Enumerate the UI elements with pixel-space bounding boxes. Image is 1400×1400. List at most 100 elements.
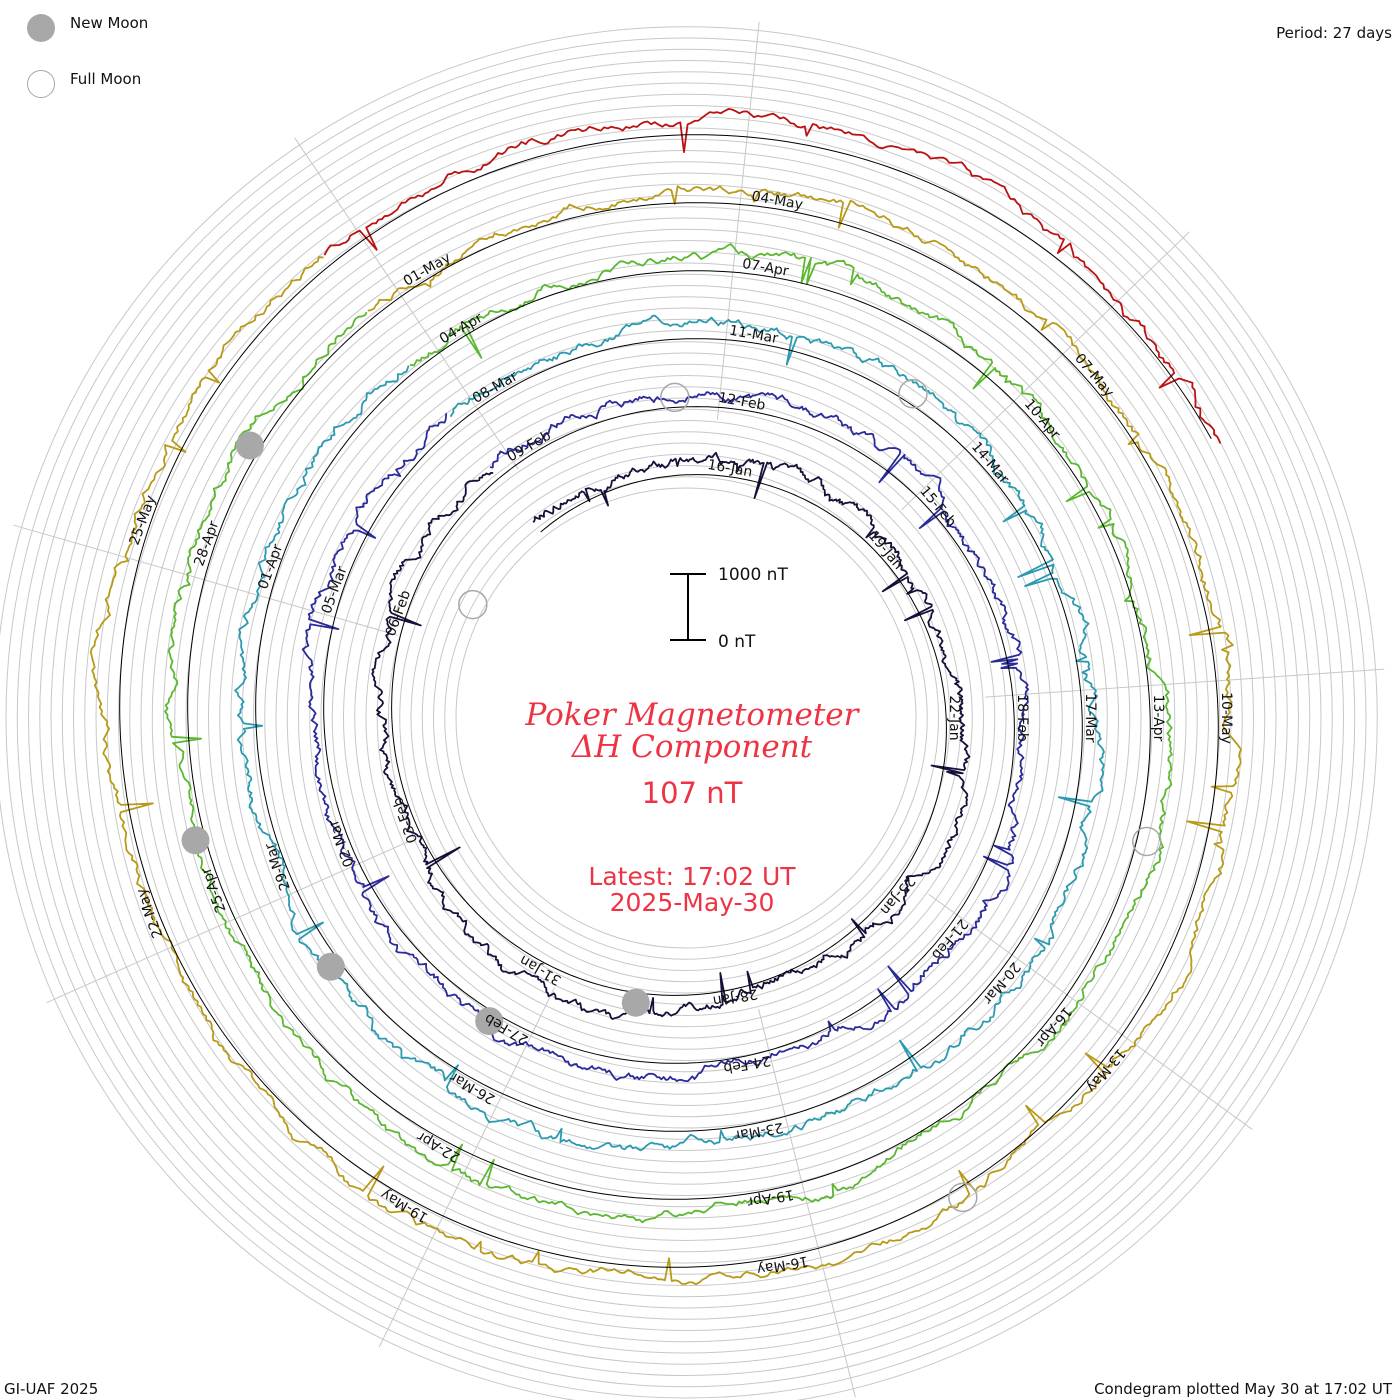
baseline-series-6 xyxy=(331,134,1212,439)
date-label: 18-Feb xyxy=(1014,694,1030,742)
baseline-series-2 xyxy=(323,406,1015,1064)
date-label: 16-Apr xyxy=(1032,1003,1074,1049)
date-label: 22-Jan xyxy=(946,695,962,740)
grid-ring xyxy=(320,352,1052,1084)
plotted-timestamp: Condegram plotted May 30 at 17:02 UT xyxy=(1094,1380,1392,1398)
baseline-series-1 xyxy=(391,474,947,996)
grid-ring xyxy=(286,318,1086,1118)
grid-ring xyxy=(444,476,928,960)
full-moon-marker xyxy=(458,589,488,620)
trace-series-2 xyxy=(301,391,1030,1082)
scale-bar: 1000 nT 0 nT xyxy=(670,565,788,652)
day-spoke xyxy=(928,893,1253,1130)
date-label: 31-Jan xyxy=(517,952,564,988)
trace-series-3 xyxy=(234,314,1105,1152)
day-spoke xyxy=(716,21,760,420)
grid-ring xyxy=(151,183,1221,1253)
day-spoke xyxy=(46,839,413,1004)
date-label: 06-Feb xyxy=(383,588,414,638)
trace-series-6 xyxy=(323,108,1222,444)
grid-ring xyxy=(219,251,1153,1185)
baseline-series-5 xyxy=(119,202,1219,1268)
grid-ring xyxy=(253,285,1119,1151)
date-label: 02-Mar xyxy=(326,817,358,869)
date-label: 13-Apr xyxy=(1150,695,1166,742)
new-moon-marker xyxy=(621,988,650,1017)
grid-ring xyxy=(433,465,939,971)
grid-ring xyxy=(331,363,1041,1073)
day-spoke xyxy=(294,137,519,470)
trace-series-1 xyxy=(371,451,971,1020)
center-title: Poker Magnetometer ΔH Component 107 nT L… xyxy=(525,697,861,917)
full-moon-marker xyxy=(898,379,928,409)
day-spoke xyxy=(378,987,555,1348)
grid-ring xyxy=(28,60,1344,1376)
grid-ring xyxy=(0,26,1378,1400)
grid-ring xyxy=(354,386,1018,1050)
scale-bar-top-label: 1000 nT xyxy=(718,565,788,585)
credit-label: GI-UAF 2025 xyxy=(4,1380,99,1398)
trace-series-4 xyxy=(164,243,1173,1224)
full-moon-legend-label: Full Moon xyxy=(70,70,142,88)
date-label: 29-Mar xyxy=(262,840,294,892)
grid-ring xyxy=(388,420,984,1016)
day-spoke xyxy=(985,668,1385,698)
baseline-series-3 xyxy=(255,338,1083,1132)
chart-title-line2: ΔH Component xyxy=(571,729,813,765)
grid-ring xyxy=(298,330,1074,1106)
date-label: 10-Apr xyxy=(1021,396,1063,442)
trace-series-5 xyxy=(89,185,1242,1286)
scale-bar-bottom-label: 0 nT xyxy=(718,632,756,652)
grid-ring xyxy=(95,127,1277,1309)
date-label: 25-Apr xyxy=(198,865,229,915)
date-label: 22-May xyxy=(134,886,167,940)
grid-ring xyxy=(39,71,1333,1365)
grid-ring xyxy=(399,431,973,1005)
new-moon-marker xyxy=(235,431,264,460)
grid-ring xyxy=(50,82,1322,1354)
moon-markers xyxy=(181,379,1162,1213)
grid-ring xyxy=(84,116,1288,1320)
grid-ring xyxy=(61,93,1311,1343)
day-spoke xyxy=(901,231,1190,510)
new-moon-legend-label: New Moon xyxy=(70,14,149,32)
date-label: 19-Jan xyxy=(865,528,906,573)
grid-ring xyxy=(421,453,951,983)
grid-ring xyxy=(343,375,1029,1061)
day-spoke xyxy=(758,1008,856,1398)
date-label: 01-May xyxy=(401,250,454,290)
grid-ring xyxy=(185,217,1187,1219)
grid-ring xyxy=(73,105,1299,1331)
date-label: 10-May xyxy=(1218,692,1234,744)
grid-rings xyxy=(0,26,1378,1400)
grid-ring xyxy=(118,150,1254,1286)
grid-ring xyxy=(5,37,1367,1399)
date-label: 15-Feb xyxy=(916,483,959,530)
grid-ring xyxy=(16,48,1356,1388)
grid-ring xyxy=(208,240,1164,1196)
new-moon-legend-icon xyxy=(27,14,55,42)
current-value: 107 nT xyxy=(642,776,743,810)
full-moon-marker xyxy=(1132,826,1162,857)
latest-date: 2025-May-30 xyxy=(610,888,775,917)
day-spokes xyxy=(12,21,1385,1398)
baseline-series-4 xyxy=(187,270,1151,1200)
date-label: 13-May xyxy=(1083,1045,1129,1095)
full-moon-marker xyxy=(660,382,690,413)
date-label: 17-Mar xyxy=(1082,693,1098,743)
date-label: 16-Jan xyxy=(706,457,753,481)
grid-ring xyxy=(230,262,1142,1174)
latest-time: Latest: 17:02 UT xyxy=(588,862,796,891)
grid-ring xyxy=(163,195,1209,1241)
grid-ring xyxy=(196,228,1176,1208)
new-moon-marker xyxy=(316,952,345,981)
grid-ring xyxy=(455,487,917,949)
grid-ring xyxy=(241,273,1131,1163)
date-label: 08-Mar xyxy=(470,368,521,407)
date-label: 20-Mar xyxy=(979,959,1023,1007)
period-label: Period: 27 days xyxy=(1276,24,1392,42)
date-label: 19-May xyxy=(378,1186,431,1226)
chart-title-line1: Poker Magnetometer xyxy=(525,697,861,733)
new-moon-marker xyxy=(181,826,210,855)
